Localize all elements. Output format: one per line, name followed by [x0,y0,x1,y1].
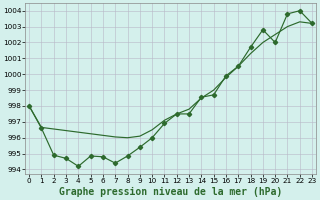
X-axis label: Graphe pression niveau de la mer (hPa): Graphe pression niveau de la mer (hPa) [59,187,282,197]
